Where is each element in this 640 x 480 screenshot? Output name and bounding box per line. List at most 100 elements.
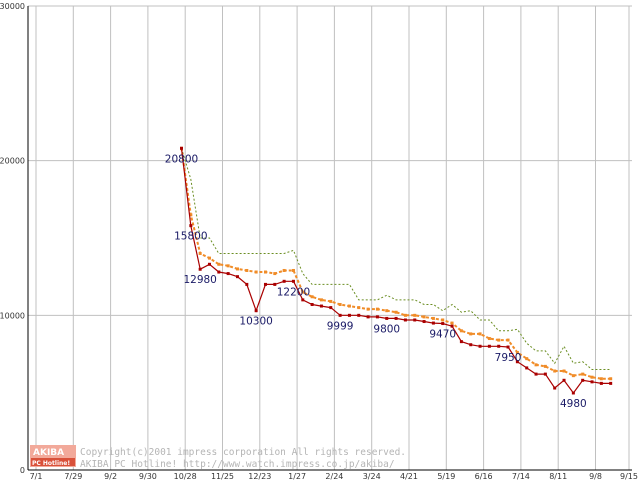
min-price-point	[301, 298, 305, 302]
min-price-point	[553, 386, 557, 390]
data-label: 10300	[239, 316, 272, 328]
min-price-point	[459, 340, 463, 344]
x-tick-label: 9/15	[620, 472, 638, 480]
average-price-point	[291, 268, 295, 272]
min-price-point	[515, 360, 519, 364]
akiba-logo-subtext: PC Hotline!	[32, 460, 70, 467]
min-price-point	[282, 279, 286, 283]
average-price-point	[217, 262, 221, 266]
min-price-point	[431, 321, 435, 325]
min-price-point	[450, 324, 454, 328]
min-price-point	[394, 316, 398, 320]
copyright-text: Copyright(c)2001 impress corporation All…	[80, 447, 406, 458]
average-price-point	[245, 268, 249, 272]
average-price-point	[590, 375, 594, 379]
average-price-point	[235, 267, 239, 271]
average-price-point	[375, 307, 379, 311]
average-price-point	[506, 338, 510, 342]
average-price-point	[543, 364, 547, 368]
average-price-point	[459, 329, 463, 333]
akiba-logo-text: AKIBA	[33, 448, 64, 458]
data-label: 9470	[429, 329, 456, 341]
min-price-point	[235, 275, 239, 279]
series-lines	[180, 146, 613, 395]
x-tick-label: 9/2	[104, 472, 117, 480]
min-price-point	[525, 366, 529, 370]
min-price-point	[263, 282, 267, 286]
average-price-point	[553, 369, 557, 373]
average-price-point	[478, 332, 482, 336]
data-label: 9999	[327, 320, 354, 332]
min-price-point	[497, 344, 501, 348]
x-tick-label: 10/28	[174, 472, 197, 480]
average-price-point	[357, 306, 361, 310]
x-tick-label: 11/25	[211, 472, 234, 480]
average-price-point	[366, 307, 370, 311]
y-tick-label: 30000	[0, 2, 25, 11]
min-price-point	[226, 272, 230, 276]
min-price-point	[562, 378, 566, 382]
average-price-point	[571, 374, 575, 378]
data-label: 4980	[560, 398, 587, 410]
min-price-point	[590, 380, 594, 384]
data-label: 12200	[277, 286, 310, 298]
min-price-point	[413, 318, 417, 322]
average-price-point	[581, 372, 585, 376]
min-price-point	[506, 345, 510, 349]
x-tick-label: 1/27	[288, 472, 306, 480]
x-tick-label: 4/21	[400, 472, 418, 480]
min-price-point	[422, 320, 426, 324]
data-labels: 20800 15800 12980 10300 12200 9999 9800 9470 795…	[165, 153, 587, 410]
x-tick-label: 8/11	[549, 472, 567, 480]
average-price-point	[534, 363, 538, 367]
min-price-point	[478, 344, 482, 348]
average-price-point	[450, 321, 454, 325]
min-price-point	[403, 318, 407, 322]
average-price-point	[431, 316, 435, 320]
data-label: 12980	[183, 274, 216, 286]
average-price-point	[487, 337, 491, 341]
average-price-point	[319, 298, 323, 302]
average-price-point	[273, 272, 277, 276]
min-price-point	[319, 304, 323, 308]
x-tick-label: 7/1	[30, 472, 43, 480]
data-label: 20800	[165, 153, 198, 165]
min-price-point	[338, 313, 342, 317]
average-price-line	[180, 148, 611, 380]
average-price-point	[562, 369, 566, 373]
min-price-point	[469, 343, 473, 347]
x-tick-label: 7/14	[512, 472, 530, 480]
average-price-point	[497, 338, 501, 342]
min-price-point	[189, 224, 193, 228]
site-url-text: AKIBA PC Hotline! http://www.watch.impre…	[80, 459, 395, 470]
data-label: 7950	[495, 352, 522, 364]
data-label: 9800	[373, 323, 400, 335]
average-price-point	[189, 213, 193, 217]
average-price-point	[609, 377, 613, 381]
average-price-point	[422, 315, 426, 319]
min-price-point	[534, 372, 538, 376]
average-price-point	[525, 357, 529, 361]
akiba-logo-inner	[31, 458, 75, 466]
average-price-point	[329, 299, 333, 303]
y-tick-label: 20000	[0, 157, 25, 166]
min-price-point	[310, 303, 314, 307]
average-price-point	[198, 251, 202, 255]
average-price-point	[301, 290, 305, 294]
min-price-point	[571, 391, 575, 395]
x-tick-label: 3/24	[363, 472, 381, 480]
x-tick-label: 9/8	[589, 472, 602, 480]
min-price-point	[581, 378, 585, 382]
x-tick-label: 7/29	[64, 472, 82, 480]
average-price-point	[338, 303, 342, 307]
average-price-point	[263, 270, 267, 274]
average-price-point	[403, 313, 407, 317]
min-price-point	[609, 381, 613, 385]
min-price-point	[543, 372, 547, 376]
average-price-point	[310, 295, 314, 299]
min-price-point	[441, 322, 445, 326]
average-price-point	[385, 309, 389, 313]
x-tick-label: 9/30	[139, 472, 157, 480]
min-price-point	[207, 262, 211, 266]
